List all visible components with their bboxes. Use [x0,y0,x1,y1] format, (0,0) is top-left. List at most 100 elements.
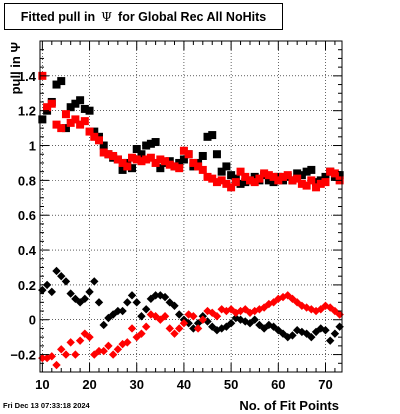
data-point [335,171,344,180]
y-tick-label: 1 [29,139,36,154]
data-point [264,171,273,180]
data-point [288,331,297,340]
data-point [184,150,193,159]
data-point [227,171,236,180]
data-point [57,77,66,86]
data-point [132,155,141,164]
data-point [43,103,52,112]
x-tick-label: 50 [224,377,238,392]
data-point [312,183,321,192]
data-point [160,312,170,321]
data-point [146,139,155,148]
data-point [85,332,94,342]
data-point [170,301,179,310]
data-point [175,324,184,333]
x-tick-label: 10 [35,377,49,392]
data-point [217,305,226,314]
data-point [307,332,316,342]
data-point [61,124,70,133]
data-point [255,174,264,183]
data-point [175,158,184,167]
data-point [71,115,80,124]
data-point [127,324,137,333]
data-point [212,150,221,159]
data-point [76,120,85,129]
data-point [212,312,222,321]
y-tick-label: 1.4 [18,69,37,84]
data-point [52,80,61,89]
data-point [99,148,108,157]
data-point [198,315,207,324]
data-point [226,319,236,328]
data-point [137,329,146,338]
data-point [279,172,288,181]
data-point [293,169,302,178]
data-point [146,310,156,319]
data-point [264,176,273,185]
data-point [193,324,203,333]
data-point [179,155,188,164]
data-point [123,298,132,307]
data-point [142,155,151,164]
data-point [297,179,306,188]
data-point [245,176,254,185]
x-tick-label: 40 [177,377,191,392]
data-point [245,308,255,317]
data-point [269,178,278,187]
data-point [57,124,66,133]
data-point [66,103,75,112]
data-point [66,118,75,127]
data-point [189,312,198,321]
y-tick-label: −0.2 [10,348,36,363]
data-point [241,317,250,326]
plot-title: Fitted pull in Ψ for Global Rec All NoHi… [4,3,283,30]
data-point [137,150,146,159]
data-point [260,169,269,178]
data-point [321,172,330,181]
data-points [38,71,344,370]
data-point [104,150,113,159]
data-point [99,141,108,150]
data-point [184,310,193,319]
data-point [113,306,123,316]
data-point [137,312,146,321]
data-point [156,155,165,164]
data-point [75,336,85,345]
data-point [198,151,207,160]
data-point [321,325,330,335]
data-point [90,277,99,286]
data-point [283,171,292,180]
data-point [85,106,94,115]
data-point [108,350,118,359]
tick-labels: 10 20 30 40 50 60 70 −0.2 0 0.2 0.4 0.6 0.8 1 1.2 1.4 [10,69,332,392]
x-axis-title: No. of Fit Points [239,398,339,413]
data-point [94,346,104,356]
x-tick-label: 30 [130,377,144,392]
x-tick-label: 70 [318,377,332,392]
x-tick-label: 60 [271,377,285,392]
data-point [123,162,132,171]
data-point [179,319,189,328]
data-point [175,164,184,173]
data-point [47,287,56,297]
data-point [212,325,222,335]
data-point [269,172,278,181]
data-point [80,117,89,126]
data-point [335,322,344,331]
data-point [165,160,174,169]
data-point [203,306,212,316]
data-point [151,138,160,147]
title-suffix: for Global Rec All NoHits [118,9,267,24]
data-point [52,120,61,129]
data-point [94,298,104,307]
data-point [175,310,184,319]
y-tick-label: 0.4 [18,243,37,258]
data-point [184,319,193,328]
data-point [165,324,174,333]
data-point [170,329,179,338]
y-tick-label: 1.2 [18,104,36,119]
data-point [274,176,283,185]
data-point [90,127,99,136]
data-point [208,322,217,331]
data-point [90,132,99,141]
